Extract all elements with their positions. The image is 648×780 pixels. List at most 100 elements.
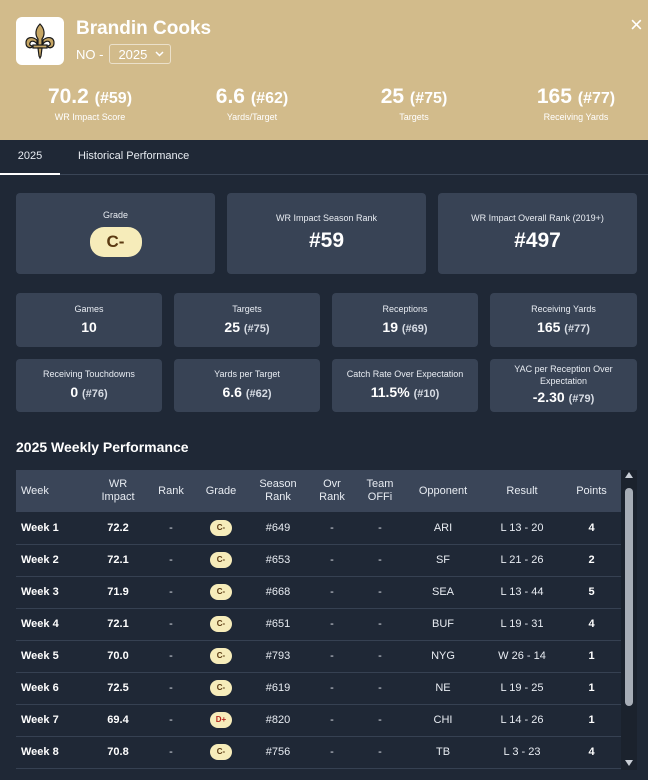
- table-row[interactable]: Week 4 72.1 - C- #651 - - BUF L 19 - 31 …: [16, 608, 621, 641]
- stat-card-value: 11.5%: [370, 384, 410, 400]
- overall-rank-label: WR Impact Overall Rank (2019+): [471, 213, 604, 223]
- table-row[interactable]: Week 7 69.4 - D+ #820 - - CHI L 14 - 26 …: [16, 704, 621, 737]
- cell-week: Week 7: [16, 704, 88, 737]
- cell-season-rank: #793: [248, 640, 308, 673]
- cell-season-rank: #649: [248, 512, 308, 545]
- header-stat-value: 6.6: [215, 85, 245, 108]
- table-scrollbar[interactable]: [621, 470, 637, 770]
- column-header[interactable]: Team OFFi: [366, 478, 394, 503]
- team-season-row: NO - 2025: [76, 44, 172, 64]
- cell-result: L 19 - 31: [482, 608, 562, 641]
- cell-week: Week 4: [16, 608, 88, 641]
- scroll-thumb[interactable]: [625, 488, 633, 706]
- column-header[interactable]: Season Rank: [259, 478, 297, 503]
- team-abbreviation: NO -: [76, 46, 104, 62]
- stat-card-targets: Targets 25 (#75): [174, 293, 320, 347]
- column-header[interactable]: Grade: [205, 484, 237, 497]
- table-row[interactable]: Week 8 70.8 - C- #756 - - TB L 3 - 23 4: [16, 736, 621, 769]
- cell-points: 2: [562, 544, 621, 577]
- cell-impact: 69.4: [88, 704, 148, 737]
- column-header[interactable]: WR Impact: [101, 478, 135, 503]
- cell-rank: -: [148, 672, 194, 705]
- column-header[interactable]: Week: [21, 484, 49, 497]
- cell-impact: 71.9: [88, 576, 148, 609]
- season-select-value: 2025: [118, 46, 148, 62]
- grade-badge: C-: [210, 552, 232, 568]
- header-stat-label: Yards/Target: [226, 112, 278, 122]
- header-stat-rank: (#62): [250, 90, 289, 107]
- cell-team-offi: -: [356, 576, 404, 609]
- grade-label: Grade: [102, 210, 128, 220]
- column-header[interactable]: Points: [576, 484, 607, 497]
- table-row[interactable]: Week 6 72.5 - C- #619 - - NE L 19 - 25 1: [16, 672, 621, 705]
- cell-opponent: SEA: [404, 576, 482, 609]
- stat-card-rank: (#75): [243, 323, 270, 335]
- cell-points: 4: [562, 512, 621, 545]
- cell-impact: 72.5: [88, 672, 148, 705]
- table-row[interactable]: Week 1 72.2 - C- #649 - - ARI L 13 - 20 …: [16, 512, 621, 545]
- cell-rank: -: [148, 576, 194, 609]
- table-row[interactable]: Week 2 72.1 - C- #653 - - SF L 21 - 26 2: [16, 544, 621, 577]
- cell-week: Week 1: [16, 512, 88, 545]
- header-stat-label: Receiving Yards: [543, 112, 609, 122]
- close-button[interactable]: ×: [630, 12, 643, 37]
- stat-card-yards-per-target: Yards per Target 6.6 (#62): [174, 359, 320, 412]
- column-header[interactable]: Result: [506, 484, 538, 497]
- stat-card-rank: (#77): [564, 323, 590, 335]
- cell-ovr-rank: -: [308, 544, 356, 577]
- weekly-table: Week WR Impact Rank Grade Season Rank Ov…: [16, 470, 621, 769]
- cell-week: Week 8: [16, 736, 88, 769]
- stat-card-receiving-touchdowns: Receiving Touchdowns 0 (#76): [16, 359, 162, 412]
- cell-points: 1: [562, 672, 621, 705]
- cell-opponent: TB: [404, 736, 482, 769]
- cell-team-offi: -: [356, 512, 404, 545]
- tab-2025[interactable]: 2025: [0, 140, 60, 175]
- cell-season-rank: #756: [248, 736, 308, 769]
- cell-team-offi: -: [356, 640, 404, 673]
- tab-historical-performance[interactable]: Historical Performance: [78, 150, 190, 162]
- cell-opponent: NE: [404, 672, 482, 705]
- scroll-down-arrow-icon[interactable]: [625, 760, 633, 766]
- grade-badge: C-: [210, 744, 232, 760]
- overall-rank-value: #497: [514, 229, 561, 252]
- column-header[interactable]: Rank: [158, 484, 184, 497]
- scroll-up-arrow-icon[interactable]: [625, 472, 633, 478]
- cell-points: 1: [562, 640, 621, 673]
- tab-bar: 2025 Historical Performance: [0, 140, 648, 175]
- grade-badge: C-: [210, 519, 232, 536]
- cell-opponent: NYG: [404, 640, 482, 673]
- weekly-table-container[interactable]: Week WR Impact Rank Grade Season Rank Ov…: [16, 470, 637, 770]
- cell-rank: -: [148, 640, 194, 673]
- column-header[interactable]: Ovr Rank: [319, 478, 345, 503]
- grade-badge: D+: [210, 712, 232, 728]
- stat-card-catch-rate: Catch Rate Over Expectation 11.5% (#10): [332, 359, 478, 412]
- weekly-section-title: 2025 Weekly Performance: [16, 439, 189, 455]
- cell-ovr-rank: -: [308, 672, 356, 705]
- stat-card-label: Receiving Yards: [531, 304, 596, 314]
- header-stat-value: 165: [536, 85, 572, 108]
- stat-card-label: Receiving Touchdowns: [43, 369, 135, 379]
- cell-rank: -: [148, 608, 194, 641]
- season-select[interactable]: 2025: [109, 44, 172, 64]
- stat-card-label: Games: [74, 304, 104, 314]
- table-row[interactable]: Week 5 70.0 - C- #793 - - NYG W 26 - 14 …: [16, 640, 621, 673]
- table-row[interactable]: Week 3 71.9 - C- #668 - - SEA L 13 - 44 …: [16, 576, 621, 609]
- fleur-de-lis-icon: [25, 23, 55, 60]
- cell-rank: -: [148, 704, 194, 737]
- column-header[interactable]: Opponent: [418, 484, 468, 497]
- header-stat-targets: 25 (#75) Targets: [339, 84, 489, 122]
- stat-card-value: 6.6: [222, 384, 242, 400]
- cell-season-rank: #651: [248, 608, 308, 641]
- cell-week: Week 2: [16, 544, 88, 577]
- stat-card-value: 25: [224, 319, 240, 335]
- stat-card-receptions: Receptions 19 (#69): [332, 293, 478, 347]
- cell-result: L 3 - 23: [482, 736, 562, 769]
- cell-rank: -: [148, 512, 194, 545]
- cell-ovr-rank: -: [308, 736, 356, 769]
- cell-week: Week 5: [16, 640, 88, 673]
- stat-card-value: 0: [70, 384, 79, 400]
- cell-points: 5: [562, 576, 621, 609]
- season-rank-value: #59: [308, 229, 345, 252]
- cell-result: W 26 - 14: [482, 640, 562, 673]
- cell-week: Week 6: [16, 672, 88, 705]
